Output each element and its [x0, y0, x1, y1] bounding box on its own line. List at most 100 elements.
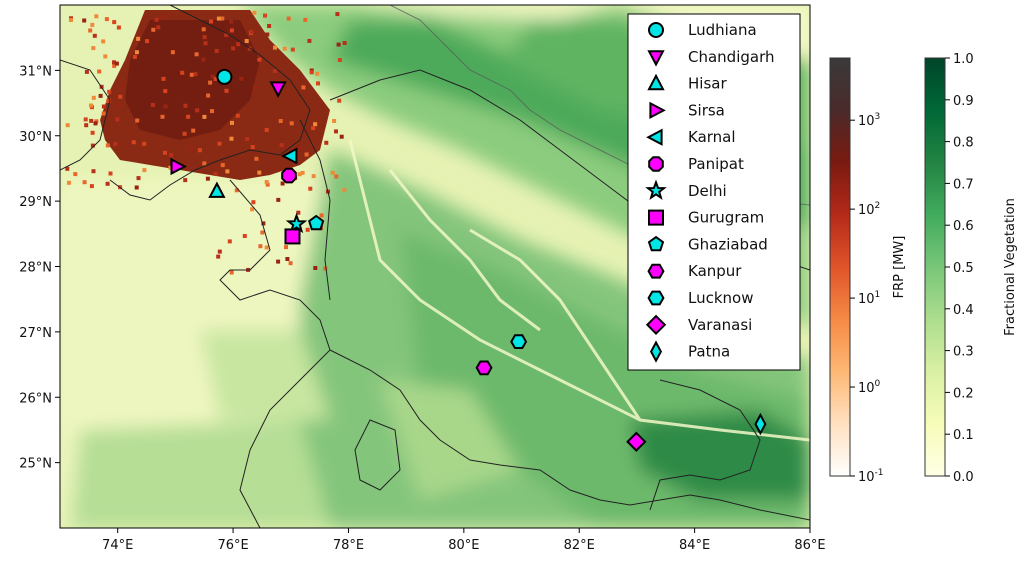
legend-marker-kanpur	[647, 263, 665, 279]
fire-pixel	[118, 94, 123, 99]
fire-pixel	[239, 77, 244, 81]
fire-pixel	[183, 178, 188, 183]
fire-pixel	[90, 22, 95, 27]
fire-pixel	[216, 254, 221, 259]
fire-pixel	[334, 174, 339, 179]
fire-pixel	[160, 114, 165, 119]
fire-pixel	[296, 210, 301, 215]
city-marker-kanpur	[475, 360, 493, 376]
fire-pixel	[216, 16, 221, 21]
fire-pixel	[182, 131, 187, 136]
fire-pixel	[261, 221, 266, 226]
fire-pixel	[163, 89, 168, 94]
fire-pixel	[224, 88, 229, 93]
legend-label-lucknow: Lucknow	[688, 289, 754, 307]
fire-pixel	[336, 42, 341, 47]
x-axis-ticks: 74°E 76°E 78°E 80°E 82°E 84°E 86°E	[102, 528, 826, 553]
fire-pixel	[324, 140, 329, 145]
legend-marker-ghaziabad	[647, 235, 665, 252]
fire-pixel	[65, 166, 70, 171]
city-marker-ludhiana	[216, 68, 233, 85]
fire-pixel	[93, 121, 98, 126]
vegetation-colorbar: 0.0 0.1 0.2 0.3 0.4 0.5 0.6 0.7 0.8 0.9 1.0 Fracti…	[924, 52, 1018, 485]
fire-pixel	[305, 227, 310, 232]
fire-pixel	[297, 145, 302, 150]
fire-pixel	[90, 130, 95, 135]
fire-pixel	[97, 69, 102, 74]
fire-pixel	[257, 170, 262, 175]
vegetation-tick-label: 0.4	[953, 303, 974, 318]
fire-pixel	[112, 60, 116, 65]
legend-marker-ludhiana	[648, 22, 664, 38]
fire-pixel	[250, 207, 255, 212]
fire-pixel	[82, 180, 87, 185]
fire-pixel	[156, 25, 161, 30]
fire-pixel	[112, 20, 117, 25]
fire-pixel	[106, 98, 111, 103]
fire-pixel	[213, 171, 218, 176]
fire-pixel	[84, 123, 89, 128]
frp-tick-label: 103	[858, 112, 880, 129]
legend-label-ghaziabad: Ghaziabad	[688, 235, 768, 253]
frp-tick-label: 102	[858, 201, 880, 218]
frp-colorbar-label: FRP [MW]	[892, 236, 907, 299]
state-boundaries	[60, 5, 810, 528]
fire-pixel	[309, 70, 314, 75]
fire-pixel	[154, 17, 159, 22]
fire-pixel	[252, 10, 257, 15]
x-tick-label: 80°E	[448, 538, 479, 553]
x-tick-label: 82°E	[564, 538, 595, 553]
vegetation-colorbar-ticks: 0.0 0.1 0.2 0.3 0.4 0.5 0.6 0.7 0.8 0.9 1.0	[945, 52, 974, 485]
fire-pixel	[276, 259, 281, 264]
fire-pixel	[332, 119, 337, 123]
fire-pixel	[89, 118, 94, 123]
city-markers	[170, 68, 767, 452]
fire-pixel	[194, 52, 199, 57]
legend: Ludhiana Chandigarh Hisar Sirsa Karnal Panipa…	[627, 13, 801, 371]
vegetation-tick-label: 0.1	[953, 428, 974, 443]
fire-pixel	[289, 121, 294, 126]
fire-pixel	[334, 129, 338, 134]
city-marker-karnal	[280, 147, 298, 165]
city-marker-ghaziabad	[308, 214, 325, 231]
fire-pixel	[189, 72, 194, 77]
fire-pixel	[251, 200, 256, 205]
fire-pixel	[229, 19, 234, 24]
fire-pixel	[315, 71, 320, 76]
fire-pixel	[113, 142, 118, 146]
fire-pixel	[136, 36, 141, 41]
fire-pixel	[67, 180, 71, 185]
fire-pixel	[82, 18, 87, 23]
fire-pixel	[311, 126, 316, 131]
fire-pixel	[195, 108, 200, 113]
fire-pixel	[213, 76, 218, 81]
fire-pixel	[94, 119, 99, 124]
fire-pixel	[89, 184, 94, 189]
fire-pixel	[191, 128, 196, 133]
fire-pixel	[161, 76, 166, 81]
fire-pixel	[227, 239, 232, 244]
legend-marker-chandigarh	[647, 50, 665, 67]
fire-pixel	[267, 24, 272, 28]
city-marker-panipat	[281, 167, 297, 184]
fire-pixel	[273, 45, 277, 50]
vegetation-tick-label: 1.0	[953, 52, 974, 67]
fire-pixel	[91, 169, 96, 174]
vegetation-tick-label: 0.8	[953, 136, 974, 151]
legend-marker-sirsa	[649, 101, 666, 120]
fire-pixel	[131, 140, 136, 145]
fire-pixel	[91, 46, 96, 51]
fire-pixel	[300, 170, 305, 175]
fire-pixel	[209, 19, 213, 24]
y-tick-label: 31°N	[19, 64, 52, 79]
fire-pixel	[235, 113, 240, 118]
legend-marker-gurugram	[648, 209, 664, 226]
fire-pixel	[254, 156, 259, 161]
fire-pixel	[260, 230, 265, 235]
legend-marker-delhi	[645, 179, 667, 200]
fire-pixel	[163, 150, 167, 155]
vegetation-colorbar-bar	[924, 57, 946, 477]
fire-pixel	[330, 170, 335, 175]
frp-colorbar-bar	[829, 57, 851, 477]
